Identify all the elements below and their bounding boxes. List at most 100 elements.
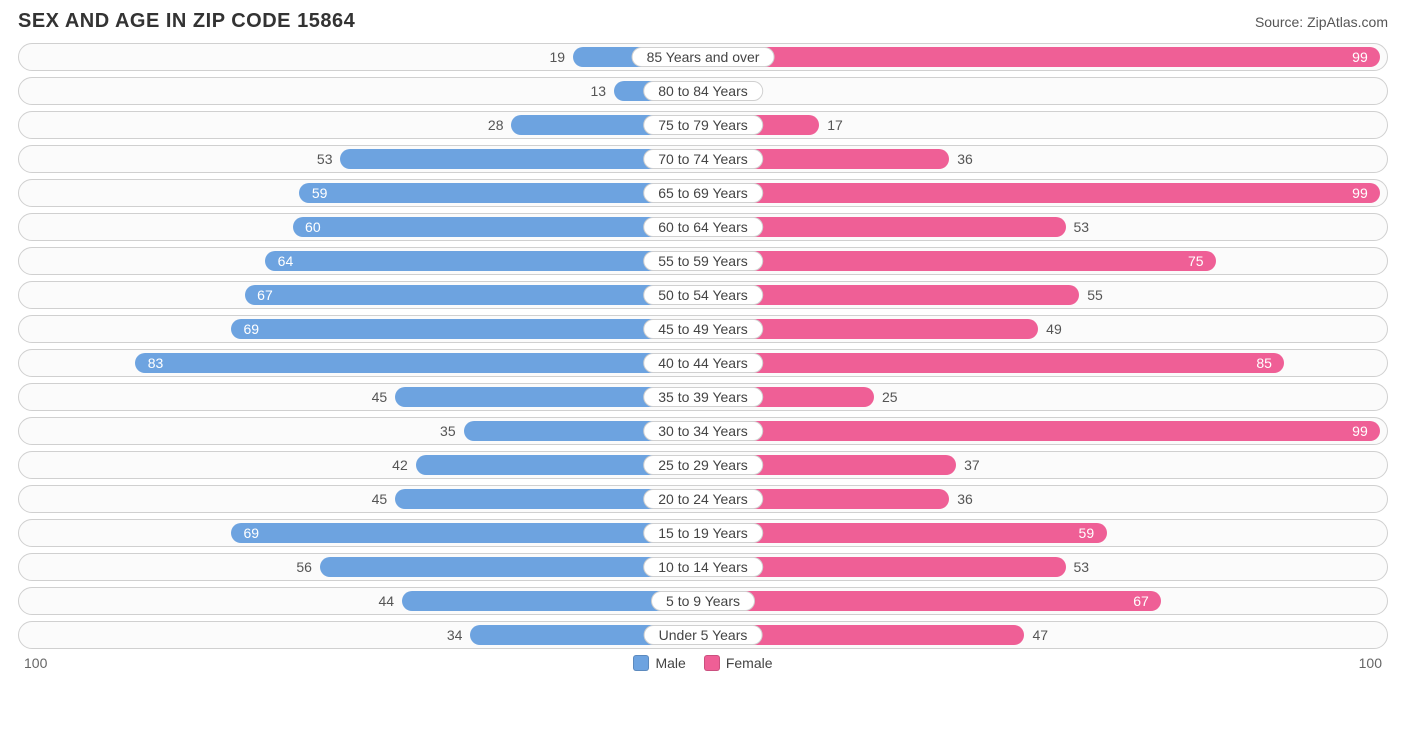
chart-footer: 100 Male Female 100 [18,655,1388,671]
age-category-label: 70 to 74 Years [643,149,763,169]
age-category-label: 20 to 24 Years [643,489,763,509]
male-half: 44 [19,588,703,614]
male-value: 42 [392,457,408,473]
female-value: 55 [1087,287,1103,303]
male-half: 64 [19,248,703,274]
female-half: 75 [703,248,1387,274]
female-half: 99 [703,418,1387,444]
pyramid-row: 452535 to 39 Years [18,383,1388,411]
female-value: 25 [882,389,898,405]
legend: Male Female [633,655,772,671]
male-value: 83 [148,355,164,371]
pyramid-row: 53 36 70 to 74 Years [18,145,1388,173]
male-value: 60 [305,219,321,235]
female-half: 99 [703,180,1387,206]
age-category-label: 45 to 49 Years [643,319,763,339]
female-bar [703,421,1380,441]
male-value: 35 [440,423,456,439]
male-value: 67 [257,287,273,303]
pyramid-row: 69 5915 to 19 Years [18,519,1388,547]
female-half: 17 [703,112,1387,138]
age-category-label: Under 5 Years [644,625,763,645]
pyramid-row: 694945 to 49 Years [18,315,1388,343]
female-value: 36 [957,151,973,167]
male-half: 69 [19,316,703,342]
age-category-label: 75 to 79 Years [643,115,763,135]
female-value: 47 [1032,627,1048,643]
female-half: 47 [703,622,1387,648]
pyramid-row: 35 99 30 to 34 Years [18,417,1388,445]
male-half: 56 [19,554,703,580]
male-half: 28 [19,112,703,138]
female-half: 6 [703,78,1387,104]
female-half: 59 [703,520,1387,546]
pyramid-row: 60 5360 to 64 Years [18,213,1388,241]
male-value: 13 [591,83,607,99]
male-half: 45 [19,486,703,512]
male-half: 45 [19,384,703,410]
male-value: 69 [243,525,259,541]
female-value: 99 [1352,423,1368,439]
female-half: 85 [703,350,1387,376]
pyramid-row: 56 53 10 to 14 Years [18,553,1388,581]
female-value: 99 [1352,49,1368,65]
female-half: 53 [703,554,1387,580]
female-half: 25 [703,384,1387,410]
male-half: 42 [19,452,703,478]
chart-title: SEX AND AGE IN ZIP CODE 15864 [18,10,355,33]
female-bar [703,591,1161,611]
age-category-label: 55 to 59 Years [643,251,763,271]
pyramid-row: 67 55 50 to 54 Years [18,281,1388,309]
female-bar [703,47,1380,67]
female-value: 67 [1133,593,1149,609]
male-half: 13 [19,78,703,104]
male-value: 69 [243,321,259,337]
chart-header: SEX AND AGE IN ZIP CODE 15864 Source: Zi… [18,10,1388,33]
male-value: 28 [488,117,504,133]
age-category-label: 15 to 19 Years [643,523,763,543]
pyramid-row: 45 36 20 to 24 Years [18,485,1388,513]
male-half: 83 [19,350,703,376]
legend-item-male: Male [633,655,685,671]
legend-label-male: Male [655,655,685,671]
age-category-label: 10 to 14 Years [643,557,763,577]
axis-left-max: 100 [24,655,47,671]
female-value: 53 [1074,559,1090,575]
male-half: 35 [19,418,703,444]
male-value: 34 [447,627,463,643]
male-bar [231,319,703,339]
pyramid-row: 838540 to 44 Years [18,349,1388,377]
chart-source: Source: ZipAtlas.com [1255,14,1388,30]
source-label: Source: [1255,14,1303,30]
legend-item-female: Female [704,655,773,671]
female-half: 55 [703,282,1387,308]
age-category-label: 85 Years and over [632,47,775,67]
legend-swatch-male [633,655,649,671]
age-category-label: 60 to 64 Years [643,217,763,237]
female-value: 85 [1256,355,1272,371]
male-value: 45 [372,389,388,405]
pyramid-row: 647555 to 59 Years [18,247,1388,275]
male-value: 53 [317,151,333,167]
age-category-label: 50 to 54 Years [643,285,763,305]
legend-swatch-female [704,655,720,671]
pyramid-row: 423725 to 29 Years [18,451,1388,479]
age-category-label: 30 to 34 Years [643,421,763,441]
female-half: 53 [703,214,1387,240]
female-value: 36 [957,491,973,507]
female-value: 37 [964,457,980,473]
male-half: 60 [19,214,703,240]
female-value: 99 [1352,185,1368,201]
male-value: 56 [296,559,312,575]
male-bar [245,285,703,305]
population-pyramid-chart: 199985 Years and over13680 to 84 Years28… [18,43,1388,649]
female-bar [703,523,1107,543]
pyramid-row: 199985 Years and over [18,43,1388,71]
pyramid-row: 13680 to 84 Years [18,77,1388,105]
male-half: 34 [19,622,703,648]
male-value: 59 [312,185,328,201]
male-half: 67 [19,282,703,308]
female-bar [703,251,1216,271]
male-bar [293,217,703,237]
male-half: 69 [19,520,703,546]
